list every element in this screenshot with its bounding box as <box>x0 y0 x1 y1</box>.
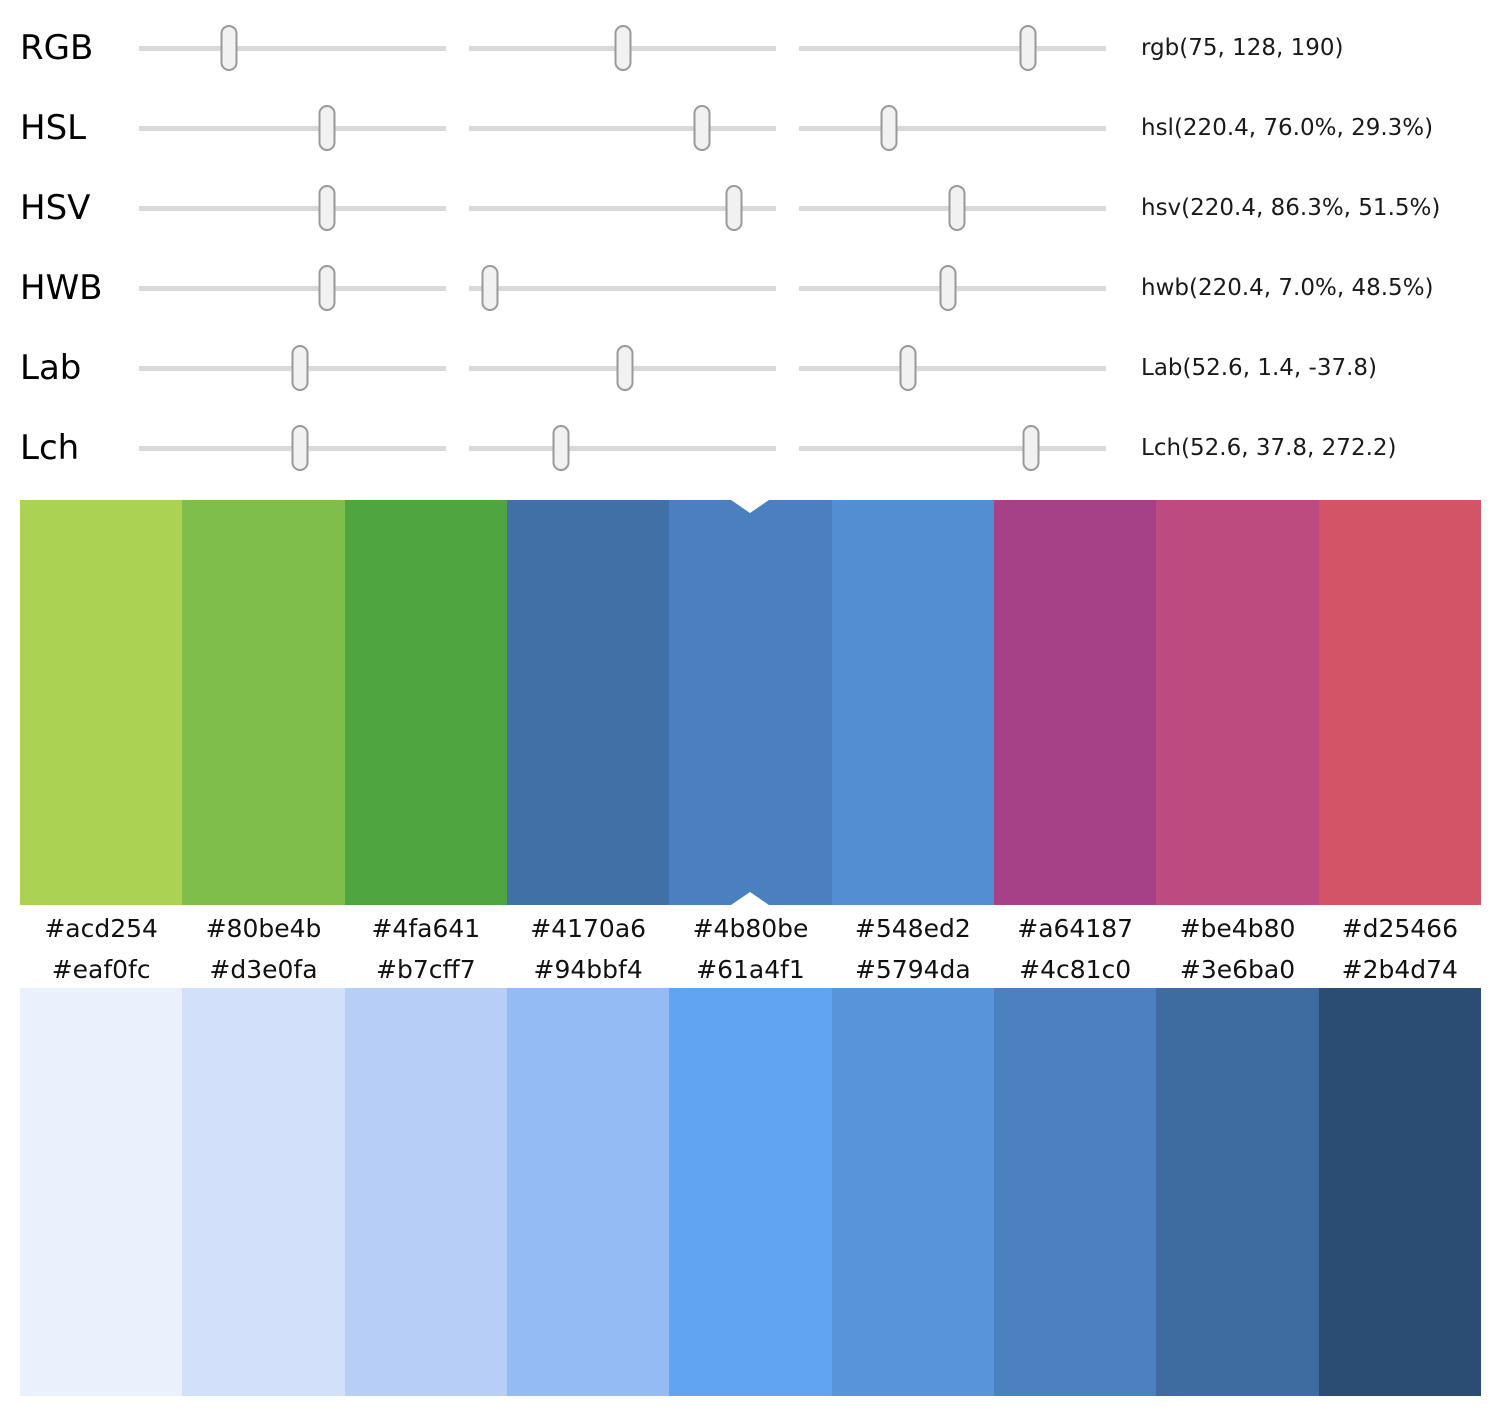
hex-label: #4170a6 <box>530 913 647 943</box>
slider-handle[interactable] <box>616 345 634 391</box>
slider-track[interactable] <box>799 105 1106 151</box>
hex-label: #548ed2 <box>854 913 971 943</box>
hex-label: #acd254 <box>44 913 158 943</box>
slider-row-hsl: HSL hsl(220.4, 76.0%, 29.3%) <box>0 88 1501 168</box>
color-value-text: rgb(75, 128, 190) <box>1141 35 1344 61</box>
color-value-text: hsv(220.4, 86.3%, 51.5%) <box>1141 195 1441 221</box>
slider-handle[interactable] <box>318 265 336 311</box>
slider-handle[interactable] <box>481 265 499 311</box>
slider-track[interactable] <box>469 185 776 231</box>
slider-handle[interactable] <box>220 25 238 71</box>
hex-label: #4c81c0 <box>1019 955 1132 984</box>
slider-track[interactable] <box>799 345 1106 391</box>
selected-swatch-notch-top-icon <box>731 500 770 513</box>
palette-swatch[interactable] <box>506 500 670 905</box>
hex-label: #a64187 <box>1017 913 1134 943</box>
color-value-text: Lch(52.6, 37.8, 272.2) <box>1141 435 1397 461</box>
palette-swatch[interactable] <box>669 500 832 905</box>
shades-strip <box>20 988 1481 1396</box>
shade-swatch[interactable] <box>1156 988 1319 1396</box>
palette-swatch[interactable] <box>1156 500 1319 905</box>
hex-label: #80be4b <box>205 913 322 943</box>
colorspace-label: Lch <box>20 428 80 468</box>
hex-label: #3e6ba0 <box>1179 955 1296 984</box>
slider-row-rgb: RGB rgb(75, 128, 190) <box>0 8 1501 88</box>
slider-handle[interactable] <box>318 105 336 151</box>
palette-swatch[interactable] <box>993 500 1157 905</box>
palette-hex-labels: #acd254 #80be4b #4fa641 #4170a6 #4b80be #548e… <box>20 905 1481 951</box>
shade-swatch[interactable] <box>344 988 507 1396</box>
shade-swatch[interactable] <box>20 988 183 1396</box>
hex-label: #4fa641 <box>371 913 481 943</box>
colorspace-label: Lab <box>20 348 82 388</box>
slider-handle[interactable] <box>899 345 917 391</box>
selected-swatch-notch-bottom-icon <box>731 892 770 905</box>
palette-swatch[interactable] <box>344 500 507 905</box>
slider-track[interactable] <box>469 265 776 311</box>
hex-label: #2b4d74 <box>1341 955 1458 984</box>
slider-handle[interactable] <box>693 105 711 151</box>
palette-swatch[interactable] <box>831 500 994 905</box>
slider-handle[interactable] <box>939 265 957 311</box>
shade-swatch[interactable] <box>1318 988 1481 1396</box>
slider-row-hwb: HWB hwb(220.4, 7.0%, 48.5%) <box>0 248 1501 328</box>
slider-track[interactable] <box>139 425 446 471</box>
slider-track[interactable] <box>139 25 446 71</box>
slider-track[interactable] <box>469 345 776 391</box>
shades-hex-labels: #eaf0fc #d3e0fa #b7cff7 #94bbf4 #61a4f1 #5794… <box>20 951 1481 988</box>
slider-track[interactable] <box>469 105 776 151</box>
palette-strip <box>20 500 1481 905</box>
slider-track[interactable] <box>469 25 776 71</box>
shade-swatch[interactable] <box>831 988 994 1396</box>
hex-label: #b7cff7 <box>376 955 476 984</box>
palette-swatch[interactable] <box>182 500 345 905</box>
shade-swatch[interactable] <box>669 988 832 1396</box>
slider-handle[interactable] <box>880 105 898 151</box>
hex-label: #5794da <box>854 955 971 984</box>
slider-handle[interactable] <box>948 185 966 231</box>
slider-handle[interactable] <box>1022 425 1040 471</box>
hex-label: #4b80be <box>692 913 809 943</box>
colorspace-label: HSV <box>20 188 91 228</box>
slider-handle[interactable] <box>291 425 309 471</box>
color-slider-panel: RGB rgb(75, 128, 190) HSL hsl(220.4, 76.0%,… <box>0 0 1501 488</box>
shade-swatch[interactable] <box>182 988 345 1396</box>
palette-swatch[interactable] <box>1318 500 1481 905</box>
slider-track[interactable] <box>139 345 446 391</box>
palette-swatch[interactable] <box>20 500 183 905</box>
color-value-text: hwb(220.4, 7.0%, 48.5%) <box>1141 275 1434 301</box>
slider-handle[interactable] <box>552 425 570 471</box>
slider-row-hsv: HSV hsv(220.4, 86.3%, 51.5%) <box>0 168 1501 248</box>
shade-swatch[interactable] <box>506 988 670 1396</box>
slider-handle[interactable] <box>614 25 632 71</box>
slider-handle[interactable] <box>318 185 336 231</box>
hex-label: #be4b80 <box>1179 913 1296 943</box>
slider-track[interactable] <box>799 425 1106 471</box>
slider-handle[interactable] <box>725 185 743 231</box>
colorspace-label: HSL <box>20 108 87 148</box>
slider-handle[interactable] <box>1019 25 1037 71</box>
colorspace-label: RGB <box>20 28 94 68</box>
slider-track[interactable] <box>139 105 446 151</box>
colorspace-label: HWB <box>20 268 103 308</box>
color-value-text: hsl(220.4, 76.0%, 29.3%) <box>1141 115 1434 141</box>
hex-label: #d3e0fa <box>209 955 318 984</box>
hex-label: #d25466 <box>1341 913 1458 943</box>
hex-label: #61a4f1 <box>696 955 805 984</box>
slider-track[interactable] <box>139 265 446 311</box>
slider-track[interactable] <box>799 265 1106 311</box>
slider-track[interactable] <box>469 425 776 471</box>
hex-label: #94bbf4 <box>533 955 643 984</box>
hex-label: #eaf0fc <box>51 955 151 984</box>
shade-swatch[interactable] <box>993 988 1157 1396</box>
slider-track[interactable] <box>139 185 446 231</box>
slider-row-lab: Lab Lab(52.6, 1.4, -37.8) <box>0 328 1501 408</box>
slider-track[interactable] <box>799 185 1106 231</box>
slider-track[interactable] <box>799 25 1106 71</box>
slider-row-lch: Lch Lch(52.6, 37.8, 272.2) <box>0 408 1501 488</box>
slider-handle[interactable] <box>291 345 309 391</box>
color-value-text: Lab(52.6, 1.4, -37.8) <box>1141 355 1377 381</box>
